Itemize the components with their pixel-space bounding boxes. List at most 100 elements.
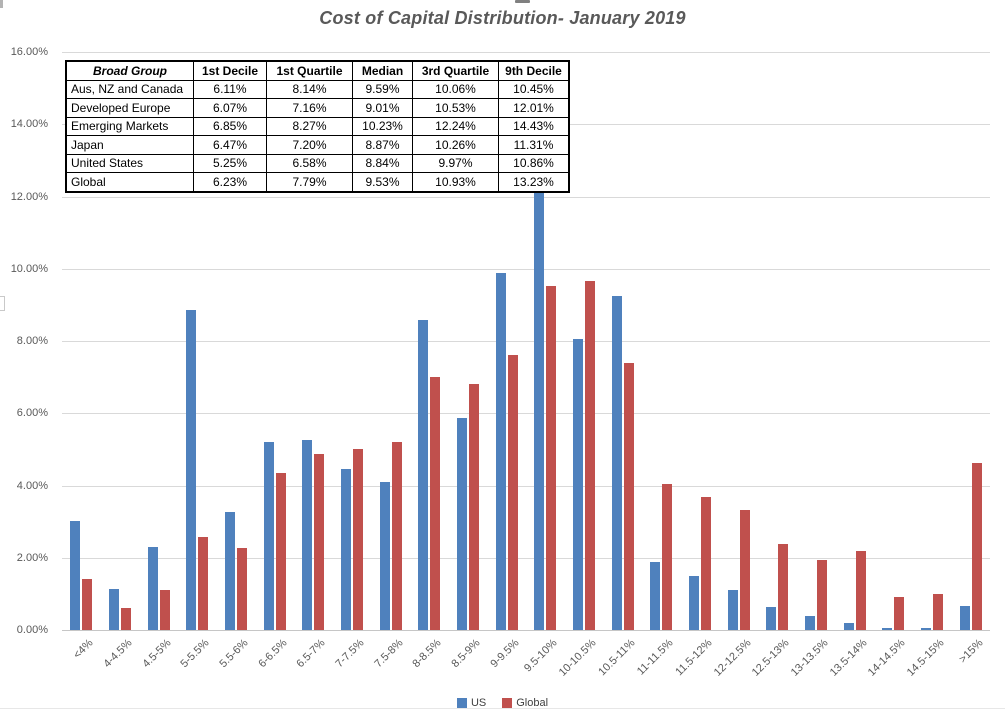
gridline-12.00% [62,197,990,198]
stats-cell: 6.47% [193,135,267,155]
gridline-2.00% [62,558,990,559]
stats-row-developed-europe: Developed Europe 6.07% 7.16% 9.01% 10.53% 12.… [65,98,570,118]
stats-row-global: Global 6.23% 7.79% 9.53% 10.93% 13.23% [65,172,570,192]
bar-global-<4% [82,578,93,630]
stats-cell: 9.97% [412,153,499,173]
stats-cell: 6.85% [193,116,267,136]
cropped-top-mark [515,0,530,3]
stats-cell: 13.23% [498,172,570,192]
stats-cell: 7.79% [266,172,353,192]
stats-cell: 6.58% [266,153,353,173]
bar-global->15% [971,463,982,630]
bar-global-13.5-14% [855,551,866,630]
bar-us-9-9.5% [495,273,506,630]
bar-global-14-14.5% [894,596,905,630]
y-tick-label: 12.00% [10,191,48,203]
stats-cell: 7.20% [266,135,353,155]
stats-cell: 6.11% [193,79,267,99]
stats-cell: 8.87% [352,135,413,155]
y-tick-label: 4.00% [16,480,48,492]
stats-cell: 9.59% [352,79,413,99]
cropped-left-edge-mark [0,296,5,311]
bar-global-13-13.5% [817,559,827,630]
bar-global-11.5-12% [701,497,711,630]
stats-cell: Aus, NZ and Canada [65,79,194,99]
chart-title: Cost of Capital Distribution- January 20… [319,8,686,28]
stats-cell: United States [65,153,194,173]
bar-us-8.5-9% [457,418,467,630]
bar-global-7-7.5% [353,448,363,630]
stats-cell: 9.53% [352,172,413,192]
stats-cell: 6.07% [193,98,267,118]
stats-cell: 9.01% [352,98,413,118]
stats-cell: 10.86% [498,153,570,173]
bar-us-5-5.5% [186,310,197,630]
bar-global-7.5-8% [391,442,402,630]
bottom-divider [0,708,1005,709]
stats-cell: 10.45% [498,79,570,99]
bar-us-7.5-8% [379,481,390,630]
bar-global-6.5-7% [314,454,325,630]
bar-us-9.5-10% [534,132,545,630]
legend-label-us: US [470,697,487,709]
stats-cell: 10.93% [412,172,499,192]
cropped-corner-mark [0,0,3,8]
bar-us->15% [959,605,970,630]
stats-header-cell: Median [352,60,413,81]
stats-cell: 5.25% [193,153,267,173]
stats-cell: 7.16% [266,98,353,118]
stats-row-japan: Japan 6.47% 7.20% 8.87% 10.26% 11.31% [65,135,570,155]
stats-cell: Emerging Markets [65,116,194,136]
stats-cell: 14.43% [498,116,570,136]
bar-global-8-8.5% [430,377,441,630]
y-tick-label: 14.00% [10,118,48,130]
y-tick-label: 6.00% [16,407,48,419]
stats-cell: Global [65,172,194,192]
stats-cell: 8.27% [266,116,353,136]
bar-us-10.5-11% [611,295,622,630]
bar-us-4.5-5% [147,546,158,630]
bar-us-5.5-6% [225,511,235,630]
stats-cell: 10.23% [352,116,413,136]
bar-global-10-10.5% [585,280,595,630]
broad-group-stats-table: Broad Group 1st Decile 1st Quartile Median 3… [65,60,570,193]
y-tick-label: 16.00% [10,46,48,58]
gridline-16.00% [62,52,990,53]
bar-global-12.5-13% [778,544,789,630]
gridline-6.00% [62,413,990,414]
bar-us-7-7.5% [341,469,351,630]
stats-cell: Japan [65,135,194,155]
stats-cell: 10.06% [412,79,499,99]
stats-cell: 8.14% [266,79,353,99]
stats-table-header: Broad Group 1st Decile 1st Quartile Median 3… [65,60,570,81]
legend-item-global: Global [502,697,548,709]
bar-global-4.5-5% [159,589,170,630]
bar-global-6-6.5% [275,472,286,630]
bar-us-10-10.5% [573,338,583,630]
stats-cell: 12.24% [412,116,499,136]
bar-us-14-14.5% [882,627,893,630]
stats-header-cell: 1st Decile [193,60,267,81]
y-tick-label: 8.00% [16,335,48,347]
stats-cell: 8.84% [352,153,413,173]
gridline-8.00% [62,341,990,342]
stats-cell: 10.53% [412,98,499,118]
us-series-swatch-icon [456,698,467,708]
gridline-0.00% [62,630,990,631]
bar-global-5.5-6% [237,548,247,630]
global-series-swatch-icon [502,698,513,708]
bar-us-12.5-13% [766,606,777,630]
bar-global-14.5-15% [933,593,943,630]
bar-global-5-5.5% [198,536,209,630]
bar-us-11.5-12% [689,575,699,630]
bar-us-6-6.5% [263,442,274,630]
stats-header-row: Broad Group 1st Decile 1st Quartile Median 3… [65,60,570,81]
bar-global-10.5-11% [623,362,634,630]
stats-cell: 10.26% [412,135,499,155]
stats-header-cell: Broad Group [65,60,194,81]
bar-us-13-13.5% [805,615,815,630]
bar-us-13.5-14% [843,622,854,630]
bar-us-14.5-15% [921,627,931,630]
stats-row-aus-nz-and-canada: Aus, NZ and Canada 6.11% 8.14% 9.59% 10.06% 1… [65,79,570,99]
